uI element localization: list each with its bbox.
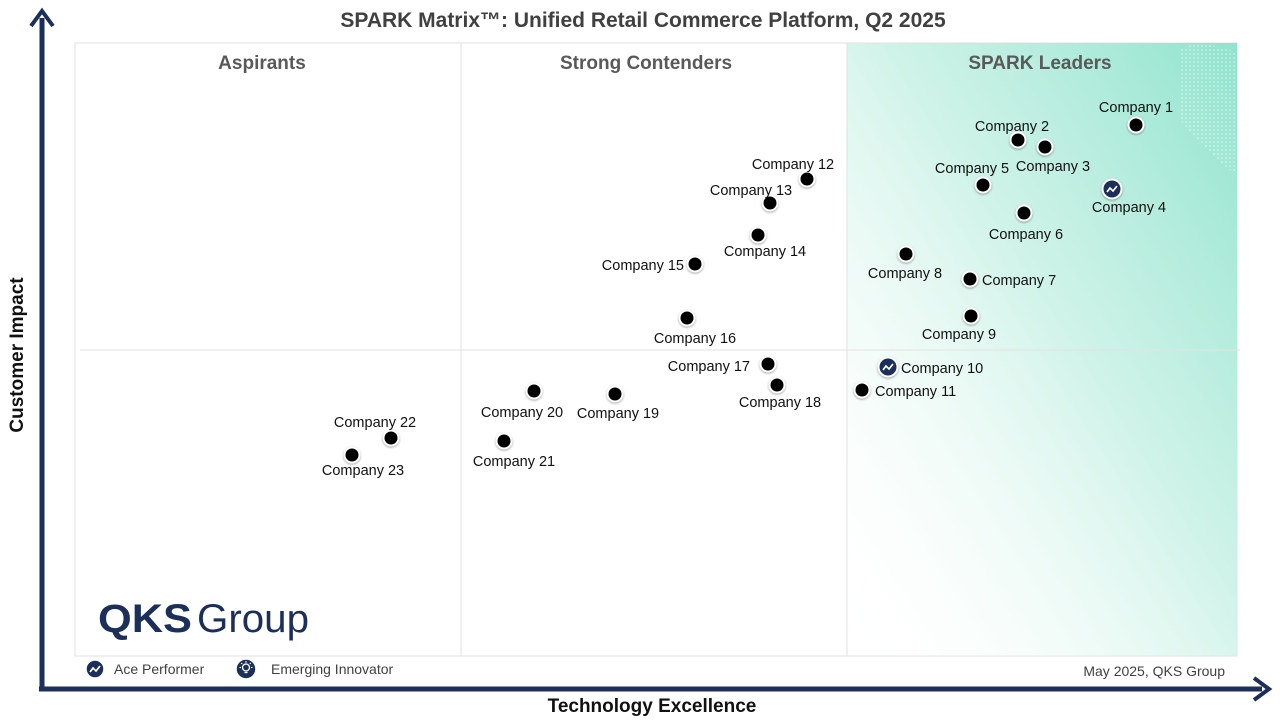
ace-performer-legend-icon (85, 659, 105, 679)
company-17-label: Company 17 (668, 359, 750, 375)
company-1-marker (1127, 116, 1145, 134)
data-point-company-4: Company 4 (1092, 178, 1166, 216)
emerging-innovator-legend-label: Emerging Innovator (271, 661, 394, 677)
data-point-company-23: Company 23 (322, 446, 404, 479)
data-point-company-14: Company 14 (724, 226, 806, 260)
company-8-label: Company 8 (868, 266, 942, 282)
company-22-marker (382, 429, 400, 447)
company-10-label: Company 10 (901, 361, 983, 377)
company-6-label: Company 6 (989, 227, 1063, 243)
company-23-label: Company 23 (322, 463, 404, 479)
legend: Ace Performer Emerging Innovator (85, 658, 394, 680)
company-15-marker (686, 255, 704, 273)
company-13-marker (761, 194, 779, 212)
x-axis-label: Technology Excellence (548, 696, 757, 717)
company-5-marker (974, 176, 992, 194)
company-20-label: Company 20 (481, 405, 563, 421)
company-18-marker (768, 376, 786, 394)
footer-source: May 2025, QKS Group (1083, 663, 1225, 679)
data-point-company-2: Company 2 (975, 119, 1049, 149)
company-16-marker (678, 309, 696, 327)
zone-label-strong-contenders: Strong Contenders (560, 53, 732, 74)
company-14-marker (749, 226, 767, 244)
data-point-company-12: Company 12 (752, 157, 834, 188)
data-point-company-16: Company 16 (654, 309, 736, 347)
company-23-marker (343, 446, 361, 464)
y-axis (29, 7, 55, 690)
company-21-label: Company 21 (473, 454, 555, 470)
data-point-company-22: Company 22 (334, 415, 416, 447)
company-7-marker (961, 270, 979, 288)
qks-group-logo: QKS Group (98, 597, 309, 641)
company-7-label: Company 7 (982, 273, 1056, 289)
chart-title: SPARK Matrix™: Unified Retail Commerce P… (340, 9, 946, 32)
data-point-company-3: Company 3 (1016, 138, 1090, 175)
company-16-label: Company 16 (654, 331, 736, 347)
company-11-marker (853, 381, 871, 399)
data-point-company-15: Company 15 (602, 255, 704, 274)
data-point-company-1: Company 1 (1099, 100, 1173, 134)
company-9-marker (962, 307, 980, 325)
data-point-company-5: Company 5 (935, 161, 1009, 194)
ace-performer-icon (1106, 185, 1118, 193)
company-1-label: Company 1 (1099, 100, 1173, 116)
data-point-company-13: Company 13 (710, 183, 792, 212)
data-point-company-7: Company 7 (961, 270, 1056, 289)
data-point-company-9: Company 9 (922, 307, 996, 343)
y-axis-label: Customer Impact (7, 277, 28, 433)
data-point-company-20: Company 20 (481, 382, 563, 421)
company-20-marker (525, 382, 543, 400)
leaders-zone-texture (1180, 44, 1236, 175)
company-15-label: Company 15 (602, 258, 684, 274)
logo-brand-bold: QKS (98, 597, 192, 641)
data-point-company-10: Company 10 (877, 356, 983, 378)
company-17-marker (759, 355, 777, 373)
company-14-label: Company 14 (724, 244, 806, 260)
company-3-marker (1036, 138, 1054, 156)
company-2-label: Company 2 (975, 119, 1049, 135)
company-22-label: Company 22 (334, 415, 416, 431)
company-13-label: Company 13 (710, 183, 792, 199)
company-21-marker (495, 432, 513, 450)
company-2-marker (1009, 131, 1027, 149)
emerging-innovator-legend-icon (235, 658, 257, 680)
data-point-company-6: Company 6 (989, 204, 1063, 243)
company-11-label: Company 11 (875, 384, 956, 400)
company-4-label: Company 4 (1092, 200, 1166, 216)
data-point-company-18: Company 18 (739, 376, 821, 411)
company-5-label: Company 5 (935, 161, 1009, 177)
points-layer: Company 1 Company 2 Company 3 Company 4 Comp… (322, 100, 1173, 479)
zone-label-spark-leaders: SPARK Leaders (968, 53, 1111, 74)
data-point-company-17: Company 17 (668, 355, 777, 375)
company-18-label: Company 18 (739, 395, 821, 411)
company-3-label: Company 3 (1016, 159, 1090, 175)
company-12-marker (798, 170, 816, 188)
company-8-marker (897, 245, 915, 263)
data-point-company-8: Company 8 (868, 245, 942, 282)
company-19-marker (606, 385, 624, 403)
company-19-label: Company 19 (577, 406, 659, 422)
ace-performer-icon (882, 363, 894, 371)
x-axis (39, 676, 1273, 702)
data-point-company-21: Company 21 (473, 432, 555, 470)
zone-label-aspirants: Aspirants (218, 53, 306, 74)
company-12-label: Company 12 (752, 157, 834, 173)
company-9-label: Company 9 (922, 327, 996, 343)
ace-performer-legend-label: Ace Performer (114, 661, 205, 677)
logo-brand-light: Group (197, 597, 309, 641)
company-6-marker (1015, 204, 1033, 222)
data-point-company-11: Company 11 (853, 381, 956, 400)
data-point-company-19: Company 19 (577, 385, 659, 422)
